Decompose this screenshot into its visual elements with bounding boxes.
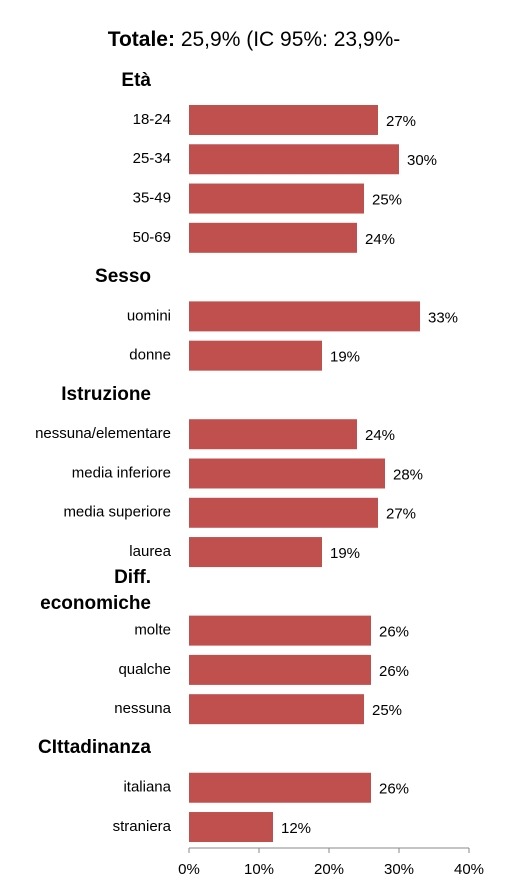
value-label: 30% <box>407 152 437 169</box>
title-rest: 25,9% (IC 95%: 23,9%- <box>181 28 400 51</box>
title-bold: Totale: <box>108 28 175 51</box>
value-label: 28% <box>393 466 423 483</box>
bar <box>189 615 371 646</box>
bar <box>189 183 364 214</box>
bar <box>189 694 364 725</box>
category-label: qualche <box>118 661 171 678</box>
category-label: molte <box>134 622 171 639</box>
group-header: Istruzione <box>61 383 151 405</box>
category-label: laurea <box>129 543 171 560</box>
bar <box>189 419 357 450</box>
value-label: 33% <box>428 309 458 326</box>
bar <box>189 458 385 489</box>
value-label: 12% <box>281 820 311 837</box>
group-header: Diff. economiche <box>40 567 151 615</box>
group-header-box: CIttadinanza <box>38 737 151 759</box>
chart-title: Totale: 25,9% (IC 95%: 23,9%- <box>108 28 401 51</box>
bar <box>189 497 378 528</box>
bar <box>189 537 322 568</box>
group-header: Età <box>121 69 151 91</box>
bar <box>189 772 371 803</box>
group-header-box: Diff. economiche <box>40 567 151 615</box>
category-label: 25-34 <box>133 150 171 167</box>
group-header: CIttadinanza <box>38 737 151 759</box>
value-label: 19% <box>330 349 360 366</box>
category-label: straniera <box>113 818 172 835</box>
group-header-box: Sesso <box>95 266 151 288</box>
x-tick-label: 30% <box>384 861 414 878</box>
value-label: 25% <box>372 702 402 719</box>
bar <box>189 301 420 332</box>
bar <box>189 654 371 685</box>
group-header-box: Istruzione <box>61 383 151 405</box>
x-tick-label: 0% <box>178 861 200 878</box>
bar <box>189 144 399 175</box>
category-label: 35-49 <box>133 190 171 207</box>
group-header: Sesso <box>95 266 151 288</box>
category-label: 18-24 <box>133 111 171 128</box>
category-label: nessuna <box>114 700 171 717</box>
x-tick-label: 40% <box>454 861 484 878</box>
value-label: 19% <box>330 545 360 562</box>
value-label: 26% <box>379 663 409 680</box>
category-label: donne <box>129 347 171 364</box>
x-tick-label: 20% <box>314 861 344 878</box>
category-label: media inferiore <box>72 464 171 481</box>
value-label: 24% <box>365 231 395 248</box>
x-tick-label: 10% <box>244 861 274 878</box>
value-label: 27% <box>386 113 416 130</box>
category-label: 50-69 <box>133 229 171 246</box>
category-label: nessuna/elementare <box>35 425 171 442</box>
category-label: uomini <box>127 307 171 324</box>
bar <box>189 222 357 253</box>
value-label: 24% <box>365 427 395 444</box>
category-label: italiana <box>123 779 171 796</box>
value-label: 27% <box>386 506 416 523</box>
bar <box>189 340 322 371</box>
category-label: media superiore <box>63 504 171 521</box>
bar <box>189 812 273 843</box>
value-label: 25% <box>372 192 402 209</box>
value-label: 26% <box>379 781 409 798</box>
bar <box>189 104 378 135</box>
value-label: 26% <box>379 624 409 641</box>
group-header-box: Età <box>121 69 151 91</box>
